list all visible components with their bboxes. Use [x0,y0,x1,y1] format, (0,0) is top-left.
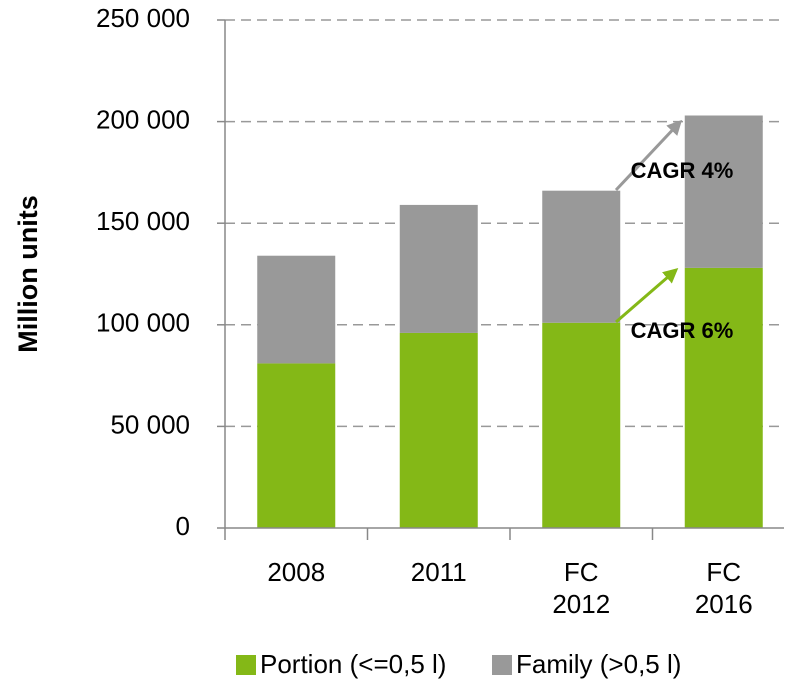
legend-label: Portion (<=0,5 l) [260,649,446,679]
bar-segment [399,332,478,528]
annotation: CAGR 4% [631,158,734,183]
arrow [615,268,679,324]
x-tick-label: 2011 [410,557,467,587]
legend-swatch [236,655,256,675]
y-axis-label: Million units [13,195,43,352]
legend-label: Family (>0,5 l) [516,649,681,679]
bar-segment [399,204,478,333]
y-tick-label: 50 000 [110,409,190,439]
bar-segment [542,322,621,528]
bar-segment [684,115,763,268]
bar-segment [257,255,336,364]
y-tick-label: 0 [176,511,190,541]
x-tick-label: FC 2016 [694,557,753,619]
x-tick-label: FC 2012 [552,557,611,619]
annotation: CAGR 6% [631,318,734,343]
arrow [614,119,683,192]
y-tick-label: 250 000 [96,3,190,33]
legend-swatch [492,655,512,675]
bar-segment [684,267,763,528]
x-tick-label: 2008 [267,557,326,587]
bar-segment [542,190,621,323]
y-tick-label: 200 000 [96,104,190,134]
bar-segment [257,363,336,528]
y-tick-label: 100 000 [96,308,190,338]
y-tick-label: 150 000 [96,206,190,236]
